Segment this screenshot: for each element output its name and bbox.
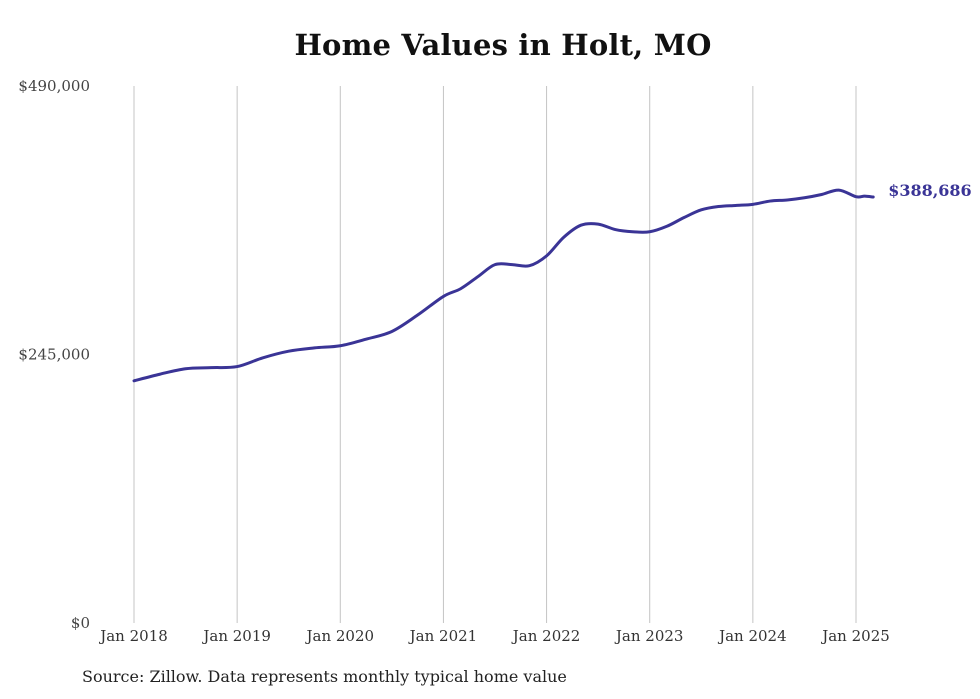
x-tick-label: Jan 2019 — [201, 627, 271, 645]
series-line — [132, 188, 875, 383]
source-note: Source: Zillow. Data represents monthly … — [82, 667, 567, 686]
y-tick-label: $0 — [71, 614, 90, 632]
x-tick-label: Jan 2025 — [820, 627, 890, 645]
chart-title: Home Values in Holt, MO — [294, 28, 712, 62]
x-tick-label: Jan 2020 — [305, 627, 375, 645]
end-value-label: $388,686 — [888, 181, 972, 200]
x-tick-label: Jan 2022 — [511, 627, 581, 645]
y-tick-label: $245,000 — [18, 346, 90, 364]
x-tick-label: Jan 2024 — [717, 627, 787, 645]
x-tick-label: Jan 2021 — [408, 627, 478, 645]
y-tick-label: $490,000 — [18, 77, 90, 95]
x-tick-label: Jan 2023 — [614, 627, 684, 645]
x-tick-label: Jan 2018 — [98, 627, 168, 645]
